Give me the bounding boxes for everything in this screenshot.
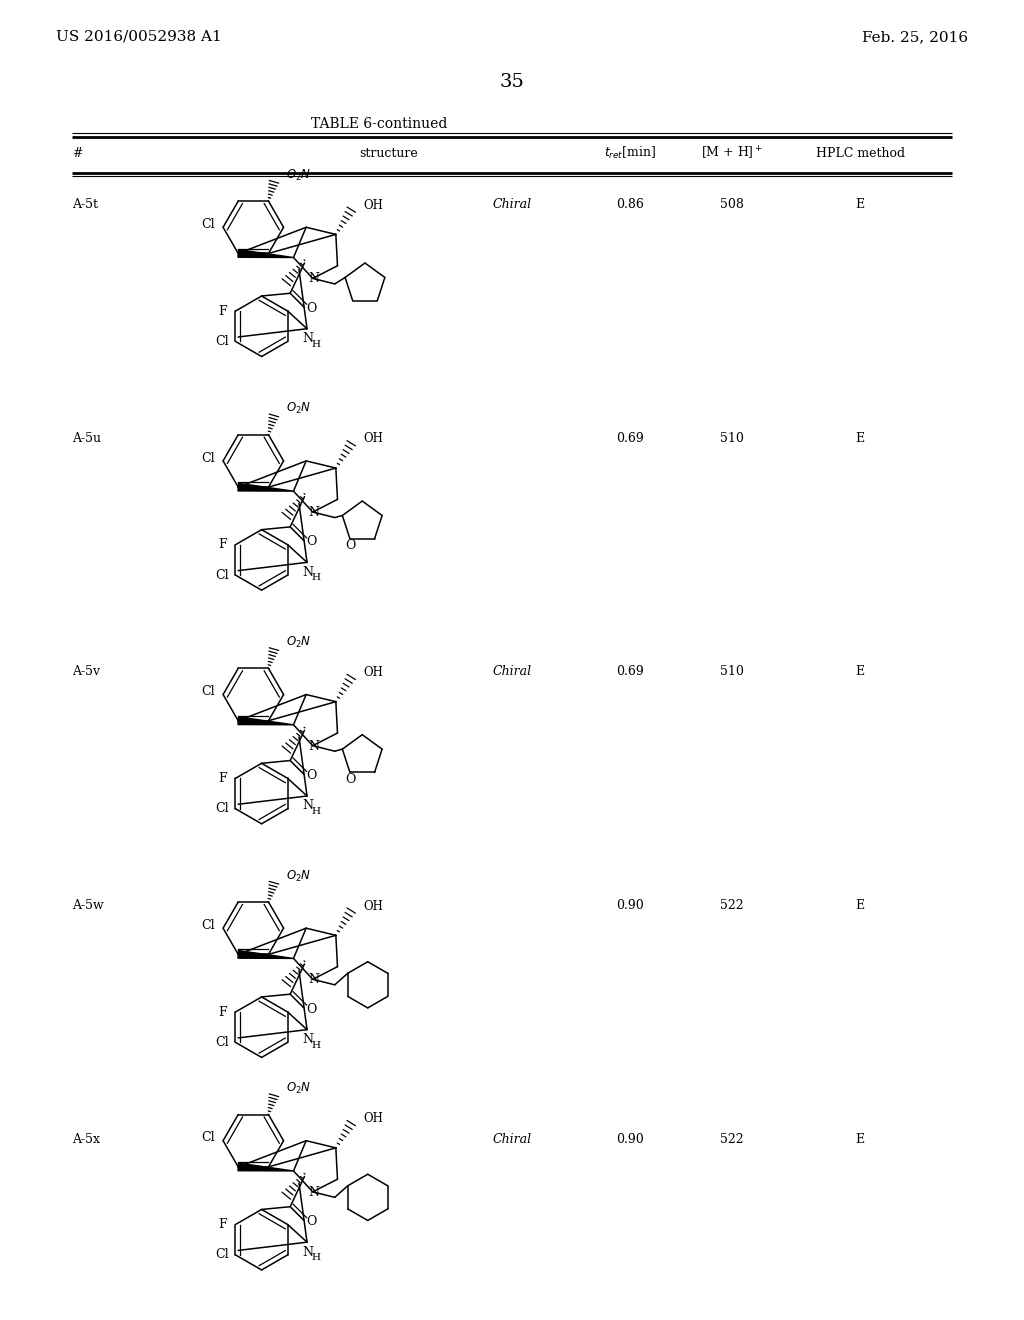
Text: O: O bbox=[306, 768, 316, 781]
Text: Cl: Cl bbox=[201, 1131, 215, 1144]
Text: H: H bbox=[311, 1253, 321, 1262]
Text: 508: 508 bbox=[720, 198, 744, 211]
Text: E: E bbox=[856, 432, 864, 445]
Text: #: # bbox=[72, 147, 82, 160]
Text: E: E bbox=[856, 899, 864, 912]
Polygon shape bbox=[238, 483, 294, 491]
Text: Cl: Cl bbox=[215, 803, 228, 816]
Text: A-5v: A-5v bbox=[72, 665, 99, 678]
Text: N: N bbox=[303, 333, 313, 345]
Text: 0.86: 0.86 bbox=[615, 198, 644, 211]
Text: H: H bbox=[311, 573, 321, 582]
Text: O: O bbox=[306, 1214, 316, 1228]
Text: N: N bbox=[308, 272, 319, 285]
Text: $O_2N$: $O_2N$ bbox=[286, 1081, 311, 1096]
Text: Cl: Cl bbox=[215, 335, 228, 348]
Text: E: E bbox=[856, 198, 864, 211]
Text: E: E bbox=[856, 665, 864, 678]
Text: 522: 522 bbox=[720, 1133, 744, 1146]
Text: F: F bbox=[218, 539, 227, 552]
Text: 0.90: 0.90 bbox=[615, 899, 644, 912]
Text: OH: OH bbox=[364, 1113, 383, 1125]
Text: H: H bbox=[311, 807, 321, 816]
Text: F: F bbox=[218, 772, 227, 785]
Text: Chiral: Chiral bbox=[493, 198, 531, 211]
Text: Cl: Cl bbox=[215, 1249, 228, 1262]
Text: OH: OH bbox=[364, 433, 383, 445]
Text: structure: structure bbox=[359, 147, 419, 160]
Text: HPLC method: HPLC method bbox=[815, 147, 905, 160]
Text: E: E bbox=[856, 1133, 864, 1146]
Polygon shape bbox=[238, 717, 294, 725]
Text: A-5w: A-5w bbox=[72, 899, 103, 912]
Text: 0.69: 0.69 bbox=[615, 432, 644, 445]
Text: O: O bbox=[345, 539, 355, 552]
Polygon shape bbox=[238, 1163, 294, 1171]
Text: O: O bbox=[345, 772, 355, 785]
Text: $t_{ret}$[min]: $t_{ret}$[min] bbox=[604, 145, 655, 161]
Text: $O_2N$: $O_2N$ bbox=[286, 869, 311, 883]
Text: [M + H]$^+$: [M + H]$^+$ bbox=[701, 145, 763, 161]
Text: Cl: Cl bbox=[201, 451, 215, 465]
Text: F: F bbox=[218, 1006, 227, 1019]
Text: 35: 35 bbox=[500, 73, 524, 91]
Text: N: N bbox=[308, 506, 319, 519]
Text: A-5t: A-5t bbox=[72, 198, 97, 211]
Text: H: H bbox=[311, 339, 321, 348]
Text: Cl: Cl bbox=[215, 569, 228, 582]
Text: Chiral: Chiral bbox=[493, 665, 531, 678]
Text: Cl: Cl bbox=[201, 218, 215, 231]
Text: Cl: Cl bbox=[201, 685, 215, 698]
Text: N: N bbox=[303, 1034, 313, 1045]
Text: 0.69: 0.69 bbox=[615, 665, 644, 678]
Text: 510: 510 bbox=[720, 432, 744, 445]
Polygon shape bbox=[238, 249, 294, 257]
Text: TABLE 6-continued: TABLE 6-continued bbox=[310, 117, 447, 131]
Text: N: N bbox=[303, 1246, 313, 1258]
Text: $O_2N$: $O_2N$ bbox=[286, 401, 311, 416]
Text: OH: OH bbox=[364, 900, 383, 912]
Text: A-5u: A-5u bbox=[72, 432, 100, 445]
Text: O: O bbox=[306, 535, 316, 548]
Text: O: O bbox=[306, 1002, 316, 1015]
Text: F: F bbox=[218, 1218, 227, 1232]
Text: OH: OH bbox=[364, 199, 383, 211]
Text: N: N bbox=[308, 1185, 319, 1199]
Text: 0.90: 0.90 bbox=[615, 1133, 644, 1146]
Text: $O_2N$: $O_2N$ bbox=[286, 635, 311, 649]
Text: A-5x: A-5x bbox=[72, 1133, 99, 1146]
Text: N: N bbox=[303, 566, 313, 578]
Text: Feb. 25, 2016: Feb. 25, 2016 bbox=[861, 30, 968, 44]
Text: OH: OH bbox=[364, 667, 383, 678]
Text: Cl: Cl bbox=[201, 919, 215, 932]
Text: N: N bbox=[308, 739, 319, 752]
Text: US 2016/0052938 A1: US 2016/0052938 A1 bbox=[56, 30, 222, 44]
Text: O: O bbox=[306, 301, 316, 314]
Text: 522: 522 bbox=[720, 899, 744, 912]
Text: 510: 510 bbox=[720, 665, 744, 678]
Polygon shape bbox=[238, 950, 294, 958]
Text: N: N bbox=[303, 800, 313, 812]
Text: H: H bbox=[311, 1040, 321, 1049]
Text: Cl: Cl bbox=[215, 1036, 228, 1049]
Text: N: N bbox=[308, 973, 319, 986]
Text: Chiral: Chiral bbox=[493, 1133, 531, 1146]
Text: F: F bbox=[218, 305, 227, 318]
Text: $O_2N$: $O_2N$ bbox=[286, 168, 311, 182]
